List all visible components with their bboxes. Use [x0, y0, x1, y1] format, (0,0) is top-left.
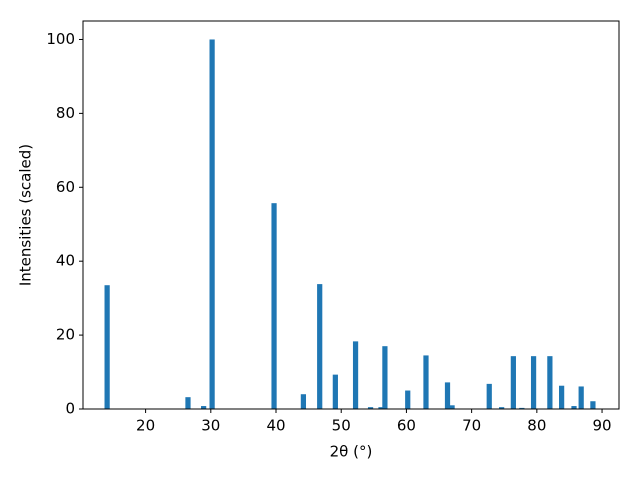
- x-axis-label: 2θ (°): [330, 443, 373, 461]
- y-tick-label: 40: [56, 252, 75, 270]
- bar: [209, 39, 215, 409]
- bar: [499, 407, 505, 409]
- bar: [104, 285, 110, 409]
- bar: [530, 356, 537, 409]
- bar: [559, 385, 565, 409]
- bar: [571, 406, 577, 409]
- bar: [449, 405, 455, 409]
- bar: [590, 401, 596, 409]
- bar: [317, 284, 323, 409]
- bar: [423, 355, 429, 409]
- y-tick-label: 60: [56, 178, 75, 196]
- bar: [185, 397, 191, 409]
- y-tick-label: 100: [46, 30, 75, 48]
- x-tick-label: 60: [397, 417, 416, 435]
- x-tick-label: 70: [462, 417, 481, 435]
- x-tick-label: 80: [527, 417, 546, 435]
- bar: [271, 203, 277, 409]
- y-tick-label: 0: [65, 400, 75, 418]
- bar: [378, 407, 384, 409]
- y-tick-label: 80: [56, 104, 75, 122]
- bar: [300, 394, 307, 409]
- bar: [332, 374, 338, 409]
- bar: [486, 383, 492, 409]
- bar: [519, 407, 525, 409]
- bar: [201, 406, 207, 409]
- x-tick-label: 20: [136, 417, 155, 435]
- bar: [578, 386, 584, 409]
- y-tick-label: 20: [56, 326, 75, 344]
- bar: [367, 407, 374, 409]
- x-tick-label: 50: [332, 417, 351, 435]
- bar: [382, 346, 388, 409]
- bar: [510, 356, 516, 409]
- x-tick-label: 30: [201, 417, 220, 435]
- x-tick-label: 40: [266, 417, 285, 435]
- bar: [352, 341, 359, 409]
- plot-frame: [82, 20, 620, 410]
- x-tick-label: 90: [592, 417, 611, 435]
- bar: [547, 356, 553, 409]
- y-axis-label: Intensities (scaled): [17, 144, 35, 286]
- bar: [444, 382, 451, 409]
- bar: [405, 390, 411, 409]
